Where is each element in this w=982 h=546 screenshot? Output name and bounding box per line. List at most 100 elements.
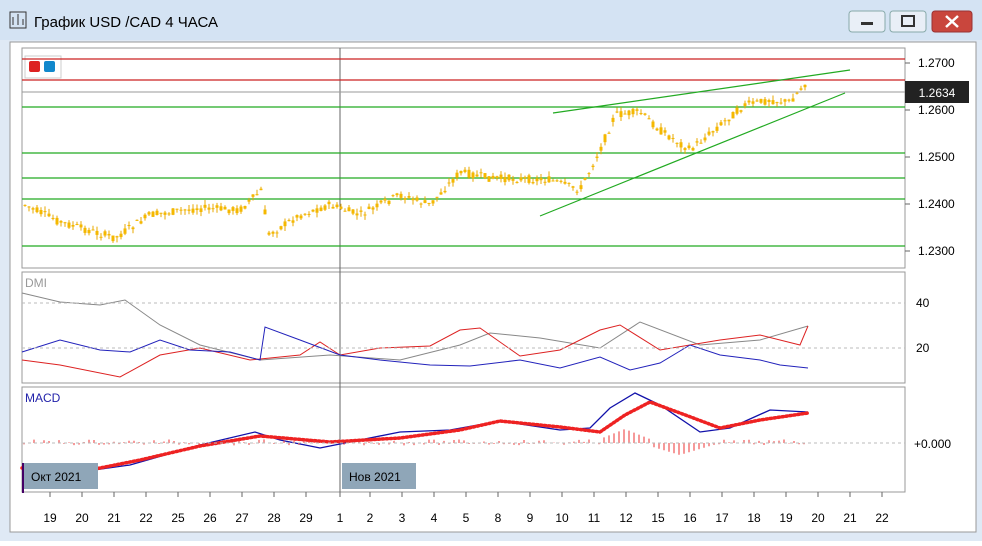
candle-body: [563, 181, 567, 184]
candle-body: [575, 191, 579, 193]
color-toggle[interactable]: [24, 55, 62, 79]
date-label: 5: [463, 511, 470, 525]
candle-body: [571, 186, 575, 188]
candle-body: [779, 102, 783, 104]
date-label: 2: [367, 511, 374, 525]
candle-body: [691, 148, 695, 151]
candle-body: [567, 182, 571, 184]
candle-body: [455, 172, 459, 178]
candle-body: [407, 196, 411, 198]
close-button[interactable]: [931, 10, 973, 33]
candle-body: [755, 100, 759, 102]
candle-body: [531, 182, 535, 184]
candle-body: [399, 193, 403, 198]
month-tags: [22, 463, 416, 493]
window-title: График USD /CAD 4 ЧАСА: [34, 14, 218, 31]
date-label: 28: [267, 511, 281, 525]
candle-body: [203, 204, 207, 208]
candle-body: [67, 222, 71, 228]
chart-area: [9, 41, 977, 533]
candle-body: [391, 195, 395, 197]
price-tick-label: 1.2300: [918, 244, 955, 258]
candle-body: [55, 217, 59, 225]
candle-body: [323, 205, 327, 210]
candle-body: [367, 206, 371, 209]
date-label: 10: [555, 511, 569, 525]
candle-body: [335, 204, 339, 208]
candle-body: [375, 203, 379, 208]
candle-body: [415, 197, 419, 201]
candle-body: [799, 88, 803, 90]
candle-body: [83, 227, 87, 233]
candle-body: [131, 227, 135, 230]
candle-body: [483, 173, 487, 179]
candle-body: [671, 137, 675, 139]
candle-body: [63, 222, 67, 224]
candle-body: [31, 208, 35, 210]
candle-body: [307, 213, 311, 215]
candle-body: [291, 220, 295, 223]
app-icon: [9, 11, 27, 29]
candle-body: [683, 148, 687, 151]
price-tick-label: 1.2700: [918, 56, 955, 70]
date-label: 11: [588, 511, 601, 525]
candle-body: [43, 211, 47, 213]
candle-body: [695, 141, 699, 143]
candle-body: [23, 204, 27, 206]
maximize-button[interactable]: [889, 10, 927, 33]
dmi-label: DMI: [25, 276, 47, 290]
date-label: 1: [337, 511, 344, 525]
candle-body: [467, 169, 471, 178]
candle-body: [87, 229, 91, 234]
candle-body: [379, 200, 383, 203]
candle-body: [719, 122, 723, 126]
candle-body: [551, 180, 555, 182]
date-label: 21: [107, 511, 121, 525]
candle-body: [327, 201, 331, 205]
candle-body: [427, 202, 431, 204]
candle-body: [667, 135, 671, 140]
candle-body: [715, 126, 719, 131]
candle-body: [387, 200, 391, 205]
dmi-tick-label: 40: [916, 296, 930, 310]
date-label: 15: [651, 511, 665, 525]
candle-body: [263, 209, 267, 215]
date-label: 19: [43, 511, 57, 525]
title-bar: [0, 0, 982, 40]
candle-body: [439, 192, 443, 195]
date-label: 4: [431, 511, 438, 525]
candle-body: [451, 179, 455, 183]
candle-body: [111, 235, 115, 242]
dmi-adx: [21, 292, 809, 361]
candle-body: [527, 175, 531, 183]
candle-body: [59, 220, 63, 223]
candle-body: [295, 215, 299, 218]
candle-body: [599, 146, 603, 151]
candle-body: [607, 132, 611, 134]
candle-body: [319, 207, 323, 211]
candle-body: [603, 134, 607, 143]
date-label: 22: [875, 511, 889, 525]
candle-body: [231, 207, 235, 211]
month-label: Нов 2021: [349, 470, 401, 484]
candle-body: [215, 205, 219, 208]
candle-body: [767, 100, 771, 103]
candle-body: [171, 208, 175, 215]
trend-lines: [539, 69, 851, 217]
minimize-button[interactable]: [848, 10, 886, 33]
candle-body: [539, 178, 543, 181]
candle-body: [499, 174, 503, 179]
candle-body: [675, 142, 679, 144]
candle-body: [555, 180, 559, 182]
date-label: 26: [203, 511, 217, 525]
candle-body: [523, 177, 527, 179]
candle-body: [279, 226, 283, 230]
candle-body: [723, 120, 727, 122]
month-label: Окт 2021: [31, 470, 82, 484]
candle-body: [183, 209, 187, 211]
candle-body: [591, 165, 595, 167]
candle-body: [143, 214, 147, 219]
candle-body: [347, 207, 351, 212]
candle-body: [339, 206, 343, 209]
